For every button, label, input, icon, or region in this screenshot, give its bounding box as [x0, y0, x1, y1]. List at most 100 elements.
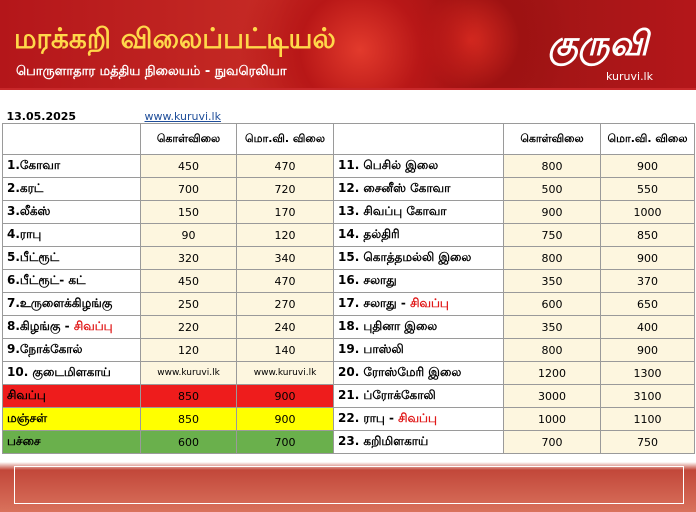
item-label: 5.பீட்ரூட் — [7, 250, 60, 264]
buy-price: 500 — [503, 177, 601, 201]
sell-price: 850 — [600, 223, 695, 247]
buy-price: 350 — [503, 269, 601, 293]
item-name: 15. கொத்தமல்லி இலை — [333, 246, 504, 270]
item-name: 14. தல்திரி — [333, 223, 504, 247]
item-label: 22. ராபு - — [338, 411, 399, 425]
item-label: 2.கரட் — [7, 181, 44, 195]
item-name: 21. ப்ரோக்கோலி — [333, 384, 504, 408]
item-name: மஞ்சள் — [2, 407, 141, 431]
item-name: 19. பாஸ்லி — [333, 338, 504, 362]
buy-price: 1200 — [503, 361, 601, 385]
col-header: கொள்விலை — [503, 123, 601, 155]
item-label: 11. பெசில் இலை — [338, 158, 439, 172]
sell-price: 720 — [236, 177, 334, 201]
row: 10. குடைமிளகாய் www.kuruvi.lk www.kuruvi.l… — [2, 361, 695, 385]
item-label: 19. பாஸ்லி — [338, 342, 404, 356]
row: 5.பீட்ரூட் 320 340 15. கொத்தமல்லி இலை 800 900 — [2, 246, 695, 270]
item-name: 6.பீட்ரூட்- கட் — [2, 269, 141, 293]
item-label: 13. சிவப்பு கோவா — [338, 204, 447, 218]
item-name: பச்சை — [2, 430, 141, 454]
row: 7.உருளைக்கிழங்கு 250 270 17. சலாது - சிவப்ப… — [2, 292, 695, 316]
footer-frame — [14, 466, 684, 504]
sell-price: 650 — [600, 292, 695, 316]
buy-price: 220 — [140, 315, 237, 339]
site-link[interactable]: www.kuruvi.lk — [144, 110, 221, 123]
buy-price: 3000 — [503, 384, 601, 408]
sell-price: 120 — [236, 223, 334, 247]
sell-price: 340 — [236, 246, 334, 270]
buy-price: 800 — [503, 246, 601, 270]
item-label: 16. சலாது — [338, 273, 397, 287]
item-name: 22. ராபு - சிவப்பு — [333, 407, 504, 431]
header-row: கொள்விலை மொ.வி. விலை கொள்விலை மொ.வி. வில… — [2, 123, 695, 155]
sell-price: 1300 — [600, 361, 695, 385]
item-name: சிவப்பு — [2, 384, 141, 408]
item-label: 1.கோவா — [7, 158, 61, 172]
buy-price: 850 — [140, 407, 237, 431]
item-label: 21. ப்ரோக்கோலி — [338, 388, 436, 402]
sell-price: 470 — [236, 269, 334, 293]
date: 13.05.2025 — [6, 110, 77, 123]
item-label: 7.உருளைக்கிழங்கு — [7, 296, 113, 310]
date-row: 13.05.2025 www.kuruvi.lk — [3, 93, 695, 124]
buy-price: 1000 — [503, 407, 601, 431]
item-label: 15. கொத்தமல்லி இலை — [338, 250, 472, 264]
item-name: 2.கரட் — [2, 177, 141, 201]
item-name: 1.கோவா — [2, 154, 141, 178]
sell-price: 240 — [236, 315, 334, 339]
row: 1.கோவா 450 470 11. பெசில் இலை 800 900 — [2, 154, 695, 178]
row: 6.பீட்ரூட்- கட் 450 470 16. சலாது 350 370 — [2, 269, 695, 293]
sell-price: 400 — [600, 315, 695, 339]
sell-price: 470 — [236, 154, 334, 178]
row: 2.கரட் 700 720 12. சைனீஸ் கோவா 500 550 — [2, 177, 695, 201]
sell-price: www.kuruvi.lk — [236, 361, 334, 385]
price-table: 13.05.2025 www.kuruvi.lk கொள்விலை மொ.வி.… — [2, 93, 695, 454]
row: பச்சை 600 700 23. கறிமிளகாய் 700 750 — [2, 430, 695, 454]
item-name: 5.பீட்ரூட் — [2, 246, 141, 270]
item-label: சிவப்பு — [7, 388, 46, 402]
item-label-red: சிவப்பு — [398, 411, 437, 425]
item-label: 9.நோக்கோல் — [7, 342, 83, 356]
sell-price: 900 — [600, 154, 695, 178]
item-label: 18. புதினா இலை — [338, 319, 438, 333]
col-header: மொ.வி. விலை — [236, 123, 334, 155]
row: 3.லீக்ஸ் 150 170 13. சிவப்பு கோவா 900 1000 — [2, 200, 695, 224]
item-name: 12. சைனீஸ் கோவா — [333, 177, 504, 201]
row: 9.நோக்கோல் 120 140 19. பாஸ்லி 800 900 — [2, 338, 695, 362]
sell-price: 900 — [236, 407, 334, 431]
row: 4.ராபு 90 120 14. தல்திரி 750 850 — [2, 223, 695, 247]
item-name: 4.ராபு — [2, 223, 141, 247]
logo-url: kuruvi.lk — [606, 70, 653, 83]
logo: குருவி — [548, 24, 649, 64]
buy-price: 750 — [503, 223, 601, 247]
buy-price: 700 — [503, 430, 601, 454]
title: மரக்கறி விலைப்பட்டியல் — [14, 22, 336, 55]
item-name: 17. சலாது - சிவப்பு — [333, 292, 504, 316]
buy-price: 90 — [140, 223, 237, 247]
row: 8.கிழங்கு - சிவப்பு 220 240 18. புதினா இலை 3… — [2, 315, 695, 339]
item-name: 8.கிழங்கு - சிவப்பு — [2, 315, 141, 339]
sell-price: 370 — [600, 269, 695, 293]
item-label-red: சிவப்பு — [73, 319, 113, 333]
item-label: 23. கறிமிளகாய் — [338, 434, 429, 448]
item-name: 10. குடைமிளகாய் — [2, 361, 141, 385]
buy-price: 150 — [140, 200, 237, 224]
item-name: 18. புதினா இலை — [333, 315, 504, 339]
item-label: 6.பீட்ரூட்- கட் — [7, 273, 86, 287]
buy-price: 250 — [140, 292, 237, 316]
subtitle: பொருளாதார மத்திய நிலையம் - நுவரெலியா — [16, 64, 287, 79]
sell-price: 550 — [600, 177, 695, 201]
item-name: 11. பெசில் இலை — [333, 154, 504, 178]
sell-price: 140 — [236, 338, 334, 362]
row: சிவப்பு 850 900 21. ப்ரோக்கோலி 3000 3100 — [2, 384, 695, 408]
row: மஞ்சள் 850 900 22. ராபு - சிவப்பு 1000 1100 — [2, 407, 695, 431]
banner: மரக்கறி விலைப்பட்டியல் பொருளாதார மத்திய … — [0, 0, 696, 88]
buy-price: 700 — [140, 177, 237, 201]
sell-price: 3100 — [600, 384, 695, 408]
item-label: 8.கிழங்கு - — [7, 319, 74, 333]
buy-price: 350 — [503, 315, 601, 339]
item-label-red: சிவப்பு — [410, 296, 449, 310]
sell-price: 1100 — [600, 407, 695, 431]
sell-price: 1000 — [600, 200, 695, 224]
buy-price: 600 — [140, 430, 237, 454]
